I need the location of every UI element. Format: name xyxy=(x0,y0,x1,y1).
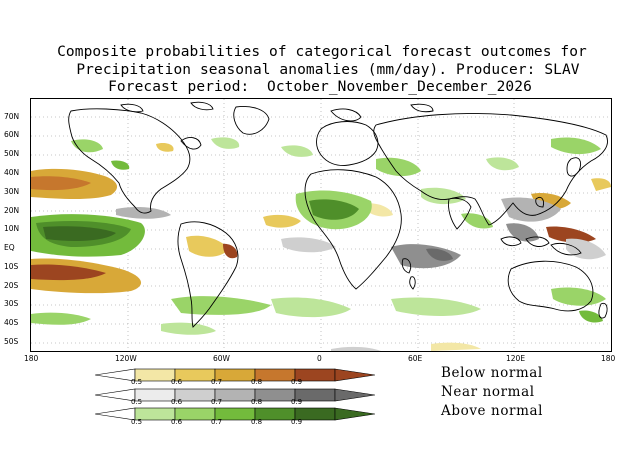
legend-tick: 0.8 xyxy=(251,398,263,406)
map-canvas xyxy=(31,99,611,351)
lat-label-30n: 30N xyxy=(4,187,20,196)
legend-tick: 0.6 xyxy=(171,418,183,426)
legend-tick: 0.5 xyxy=(131,398,143,406)
lon-label-60e: 60E xyxy=(408,354,423,363)
legend-tick: 0.8 xyxy=(251,378,263,386)
legend-tick: 0.9 xyxy=(291,418,303,426)
lat-label-50n: 50N xyxy=(4,149,20,158)
lon-label-180-west: 180 xyxy=(24,354,39,363)
lat-label-eq: EQ xyxy=(4,243,15,252)
legend-bar-below-normal xyxy=(95,368,375,382)
legend-tick: 0.6 xyxy=(171,378,183,386)
precipitation-probability-map xyxy=(30,98,612,352)
lon-label-60w: 60W xyxy=(213,354,230,363)
above-normal-areas xyxy=(31,137,606,335)
coastlines xyxy=(68,101,608,328)
lat-label-20s: 20S xyxy=(4,281,19,290)
legend-bar-above-normal xyxy=(95,407,375,421)
lat-label-10s: 10S xyxy=(4,262,19,271)
lon-label-180-east: 180 xyxy=(601,354,616,363)
map-title-line-3: Forecast period: October_November_Decemb… xyxy=(108,79,532,95)
legend-tick: 0.5 xyxy=(131,378,143,386)
map-title-line-2: Precipitation seasonal anomalies (mm/day… xyxy=(76,62,580,78)
legend-tick: 0.9 xyxy=(291,378,303,386)
lon-label-120w: 120W xyxy=(115,354,137,363)
legend-label-below-normal: Below normal xyxy=(441,365,543,381)
legend-tick: 0.7 xyxy=(211,418,223,426)
legend-tick: 0.7 xyxy=(211,398,223,406)
legend-tick: 0.5 xyxy=(131,418,143,426)
legend-label-near-normal: Near normal xyxy=(441,384,535,400)
legend-tick: 0.8 xyxy=(251,418,263,426)
lon-label-120e: 120E xyxy=(506,354,526,363)
lat-label-30s: 30S xyxy=(4,299,19,308)
below-normal-areas xyxy=(31,142,611,351)
lon-label-0: 0 xyxy=(317,354,322,363)
legend-tick: 0.7 xyxy=(211,378,223,386)
legend-bar-near-normal xyxy=(95,388,375,402)
legend-tick: 0.9 xyxy=(291,398,303,406)
lat-label-40n: 40N xyxy=(4,168,20,177)
lat-label-60n: 60N xyxy=(4,130,20,139)
legend-label-above-normal: Above normal xyxy=(441,403,544,419)
lat-label-70n: 70N xyxy=(4,112,20,121)
lat-label-10n: 10N xyxy=(4,224,20,233)
lat-label-40s: 40S xyxy=(4,318,19,327)
map-title-line-1: Composite probabilities of categorical f… xyxy=(57,44,587,60)
lat-label-50s: 50S xyxy=(4,337,19,346)
legend-tick: 0.6 xyxy=(171,398,183,406)
lat-label-20n: 20N xyxy=(4,206,20,215)
